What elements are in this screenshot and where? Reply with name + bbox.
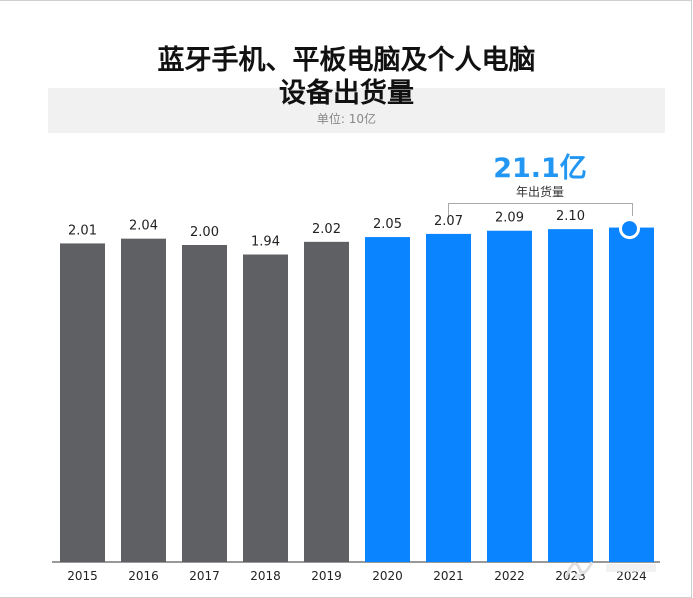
- data-label-2018: 1.94: [251, 235, 280, 250]
- x-tick-2015: 2015: [67, 569, 98, 583]
- x-tick-2021: 2021: [433, 569, 464, 583]
- callout-label: 年出货量: [515, 185, 564, 199]
- watermark-logo: [564, 561, 656, 579]
- bar-2023: [548, 229, 593, 562]
- x-tick-2020: 2020: [372, 569, 403, 583]
- x-tick-2024: 2024: [616, 569, 647, 583]
- data-label-2015: 2.01: [68, 223, 97, 238]
- x-tick-2022: 2022: [494, 569, 525, 583]
- bar-2019: [304, 241, 349, 562]
- bar-2021: [426, 233, 471, 562]
- bar-2015: [60, 243, 105, 563]
- data-label-2021: 2.07: [434, 214, 463, 229]
- chart-title: 蓝牙手机、平板电脑及个人电脑: [157, 45, 536, 76]
- data-label-2023: 2.10: [556, 209, 585, 224]
- x-tick-2023: 2023: [555, 569, 586, 583]
- callout-bracket: [448, 203, 633, 216]
- highlight-marker: [619, 218, 640, 240]
- data-label-2019: 2.02: [312, 222, 341, 237]
- bar-2024: [609, 227, 654, 562]
- bar-2017: [182, 245, 227, 562]
- data-label-2016: 2.04: [129, 219, 158, 234]
- x-tick-2018: 2018: [250, 569, 281, 583]
- data-label-2020: 2.05: [373, 217, 402, 232]
- data-label-2017: 2.00: [190, 225, 219, 240]
- x-tick-2016: 2016: [128, 569, 159, 583]
- bar-2020: [365, 237, 410, 562]
- data-label-2022: 2.09: [495, 211, 524, 226]
- x-tick-2019: 2019: [311, 569, 342, 583]
- bar-2022: [487, 230, 532, 563]
- bar-2018: [243, 254, 288, 562]
- unit-label: 单位: 10亿: [316, 112, 377, 126]
- x-tick-2017: 2017: [189, 569, 220, 583]
- callout-value: 21.1亿: [493, 153, 587, 184]
- title-band: [48, 88, 665, 133]
- bar-2016: [121, 238, 166, 562]
- chart-title-line2: 设备出货量: [279, 78, 414, 109]
